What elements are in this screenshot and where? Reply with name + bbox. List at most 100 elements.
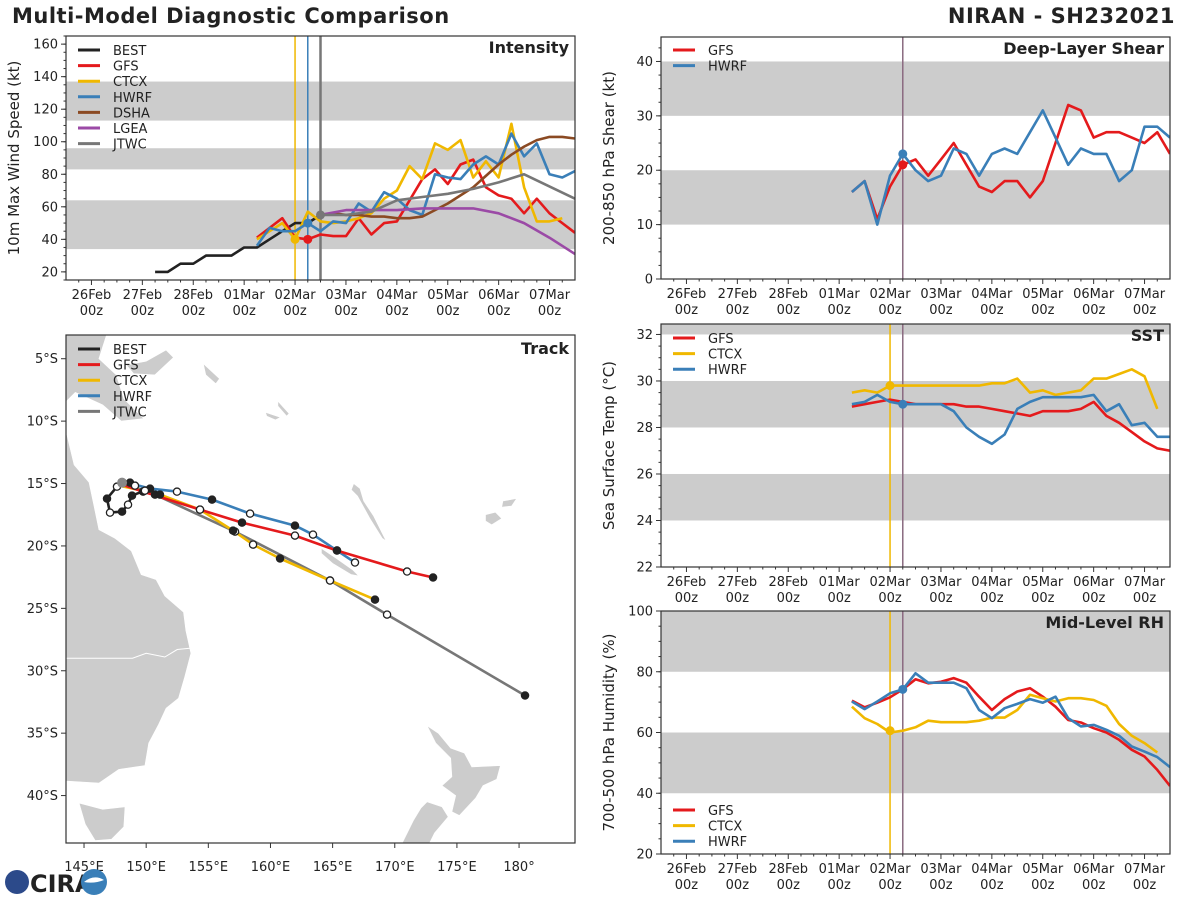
track-point-ctcx xyxy=(228,526,238,535)
plot-area xyxy=(66,36,575,280)
legend-label-best: BEST xyxy=(113,44,146,59)
land-guadalcanal xyxy=(265,411,282,421)
y-tick-label: 100 xyxy=(628,605,653,620)
x-tick-label: 02Mar xyxy=(275,288,317,303)
x-tick-label: 00z xyxy=(131,304,155,319)
x-tick-label: 01Mar xyxy=(819,575,861,590)
track-point-ctcx xyxy=(155,490,165,499)
series-line-ctcx xyxy=(851,367,1159,410)
y-tick-label: 40 xyxy=(636,787,653,802)
y-tick-label: 100 xyxy=(33,135,58,150)
series-line-jtwc xyxy=(320,173,575,217)
x-tick-label: 00z xyxy=(1133,303,1157,318)
x-tick-label: 00z xyxy=(675,303,699,318)
track-point-best xyxy=(140,486,150,495)
x-tick-label: 00z xyxy=(726,878,750,893)
y-tick-label: 26 xyxy=(636,467,653,482)
track-point-jtwc xyxy=(520,691,530,700)
track-point-gfs xyxy=(290,531,300,540)
x-tick-label: 00z xyxy=(487,304,511,319)
x-tick-label: 26Feb xyxy=(667,862,707,877)
state-border xyxy=(66,647,190,659)
x-tick-label: 27Feb xyxy=(718,575,758,590)
globe-icon xyxy=(5,870,29,894)
plot-area xyxy=(661,37,1170,279)
y-tick-label: 60 xyxy=(41,200,58,215)
track-point-ctcx xyxy=(325,576,335,585)
x-tick-label: 00z xyxy=(827,591,851,606)
legend-label-gfs: GFS xyxy=(708,332,734,347)
marker-gfs xyxy=(303,234,313,244)
plot-area xyxy=(661,611,1170,854)
land-nz-south xyxy=(401,801,449,843)
y-axis-label: Sea Surface Temp (°C) xyxy=(600,361,618,530)
x-tick-label: 00z xyxy=(777,303,801,318)
x-tick-label: 07Mar xyxy=(1124,575,1166,590)
x-tick-label: 03Mar xyxy=(920,862,962,877)
lat-tick-label: 25°S xyxy=(27,602,58,617)
lat-tick-label: 20°S xyxy=(27,539,58,554)
legend-label-ctcx: CTCX xyxy=(708,820,742,835)
x-tick-label: 00z xyxy=(980,591,1004,606)
lon-tick-label: 155°E xyxy=(189,860,229,875)
y-tick-label: 24 xyxy=(636,514,653,529)
x-tick-label: 00z xyxy=(1031,591,1055,606)
track-point-ctcx xyxy=(370,595,380,604)
legend-label-hwrf: HWRF xyxy=(113,91,152,106)
x-tick-label: 00z xyxy=(232,304,256,319)
shaded-band xyxy=(661,732,1170,794)
y-tick-label: 20 xyxy=(636,164,653,179)
x-tick-label: 00z xyxy=(726,303,750,318)
y-tick-label: 20 xyxy=(41,265,58,280)
y-axis-label: 200-850 hPa Shear (kt) xyxy=(600,71,618,245)
series-line-best xyxy=(155,213,322,274)
legend-label-ctcx: CTCX xyxy=(113,75,147,90)
x-tick-label: 00z xyxy=(1082,591,1106,606)
track-point-gfs xyxy=(195,505,205,514)
legend-label-ctcx: CTCX xyxy=(708,348,742,363)
y-tick-label: 10 xyxy=(636,218,653,233)
y-tick-label: 80 xyxy=(636,665,653,680)
x-tick-label: 05Mar xyxy=(1022,862,1064,877)
x-tick-label: 27Feb xyxy=(718,862,758,877)
x-tick-label: 28Feb xyxy=(768,862,808,877)
legend-label-ctcx: CTCX xyxy=(113,374,147,389)
lat-tick-label: 30°S xyxy=(27,664,58,679)
x-tick-label: 01Mar xyxy=(819,862,861,877)
y-tick-label: 120 xyxy=(33,103,58,118)
lat-tick-label: 15°S xyxy=(27,477,58,492)
lon-tick-label: 175°E xyxy=(437,860,477,875)
x-tick-label: 00z xyxy=(980,878,1004,893)
x-tick-label: 00z xyxy=(1031,878,1055,893)
x-tick-label: 28Feb xyxy=(768,575,808,590)
panel-title: Mid-Level RH xyxy=(1045,613,1164,632)
track-point-best xyxy=(105,508,115,517)
legend-label-gfs: GFS xyxy=(113,60,139,75)
shaded-band xyxy=(661,61,1170,116)
marker-hwrf xyxy=(303,218,313,228)
x-tick-label: 03Mar xyxy=(920,287,962,302)
land-bougainville xyxy=(202,362,220,385)
x-tick-label: 05Mar xyxy=(427,288,469,303)
lon-tick-label: 160°E xyxy=(251,860,291,875)
x-tick-label: 04Mar xyxy=(971,287,1013,302)
plot-area xyxy=(661,324,1170,567)
x-tick-label: 03Mar xyxy=(920,575,962,590)
shaded-band xyxy=(661,324,1170,335)
series-line-dsha xyxy=(320,135,575,220)
land-fiji xyxy=(485,511,503,526)
x-tick-label: 28Feb xyxy=(768,287,808,302)
x-tick-label: 00z xyxy=(1082,303,1106,318)
sst-panel: 26Feb00z27Feb00z28Feb00z01Mar00z02Mar00z… xyxy=(600,323,1171,606)
track-point-hwrf xyxy=(207,495,217,504)
x-tick-label: 26Feb xyxy=(72,288,112,303)
track-point-best xyxy=(117,507,127,516)
x-tick-label: 00z xyxy=(827,878,851,893)
x-tick-label: 00z xyxy=(827,303,851,318)
track-point-gfs xyxy=(428,573,438,582)
intensity-panel: 26Feb00z27Feb00z28Feb00z01Mar00z02Mar00z… xyxy=(5,35,576,319)
land-new-caledonia xyxy=(321,547,360,577)
x-tick-label: 05Mar xyxy=(1022,287,1064,302)
x-tick-label: 00z xyxy=(385,304,409,319)
